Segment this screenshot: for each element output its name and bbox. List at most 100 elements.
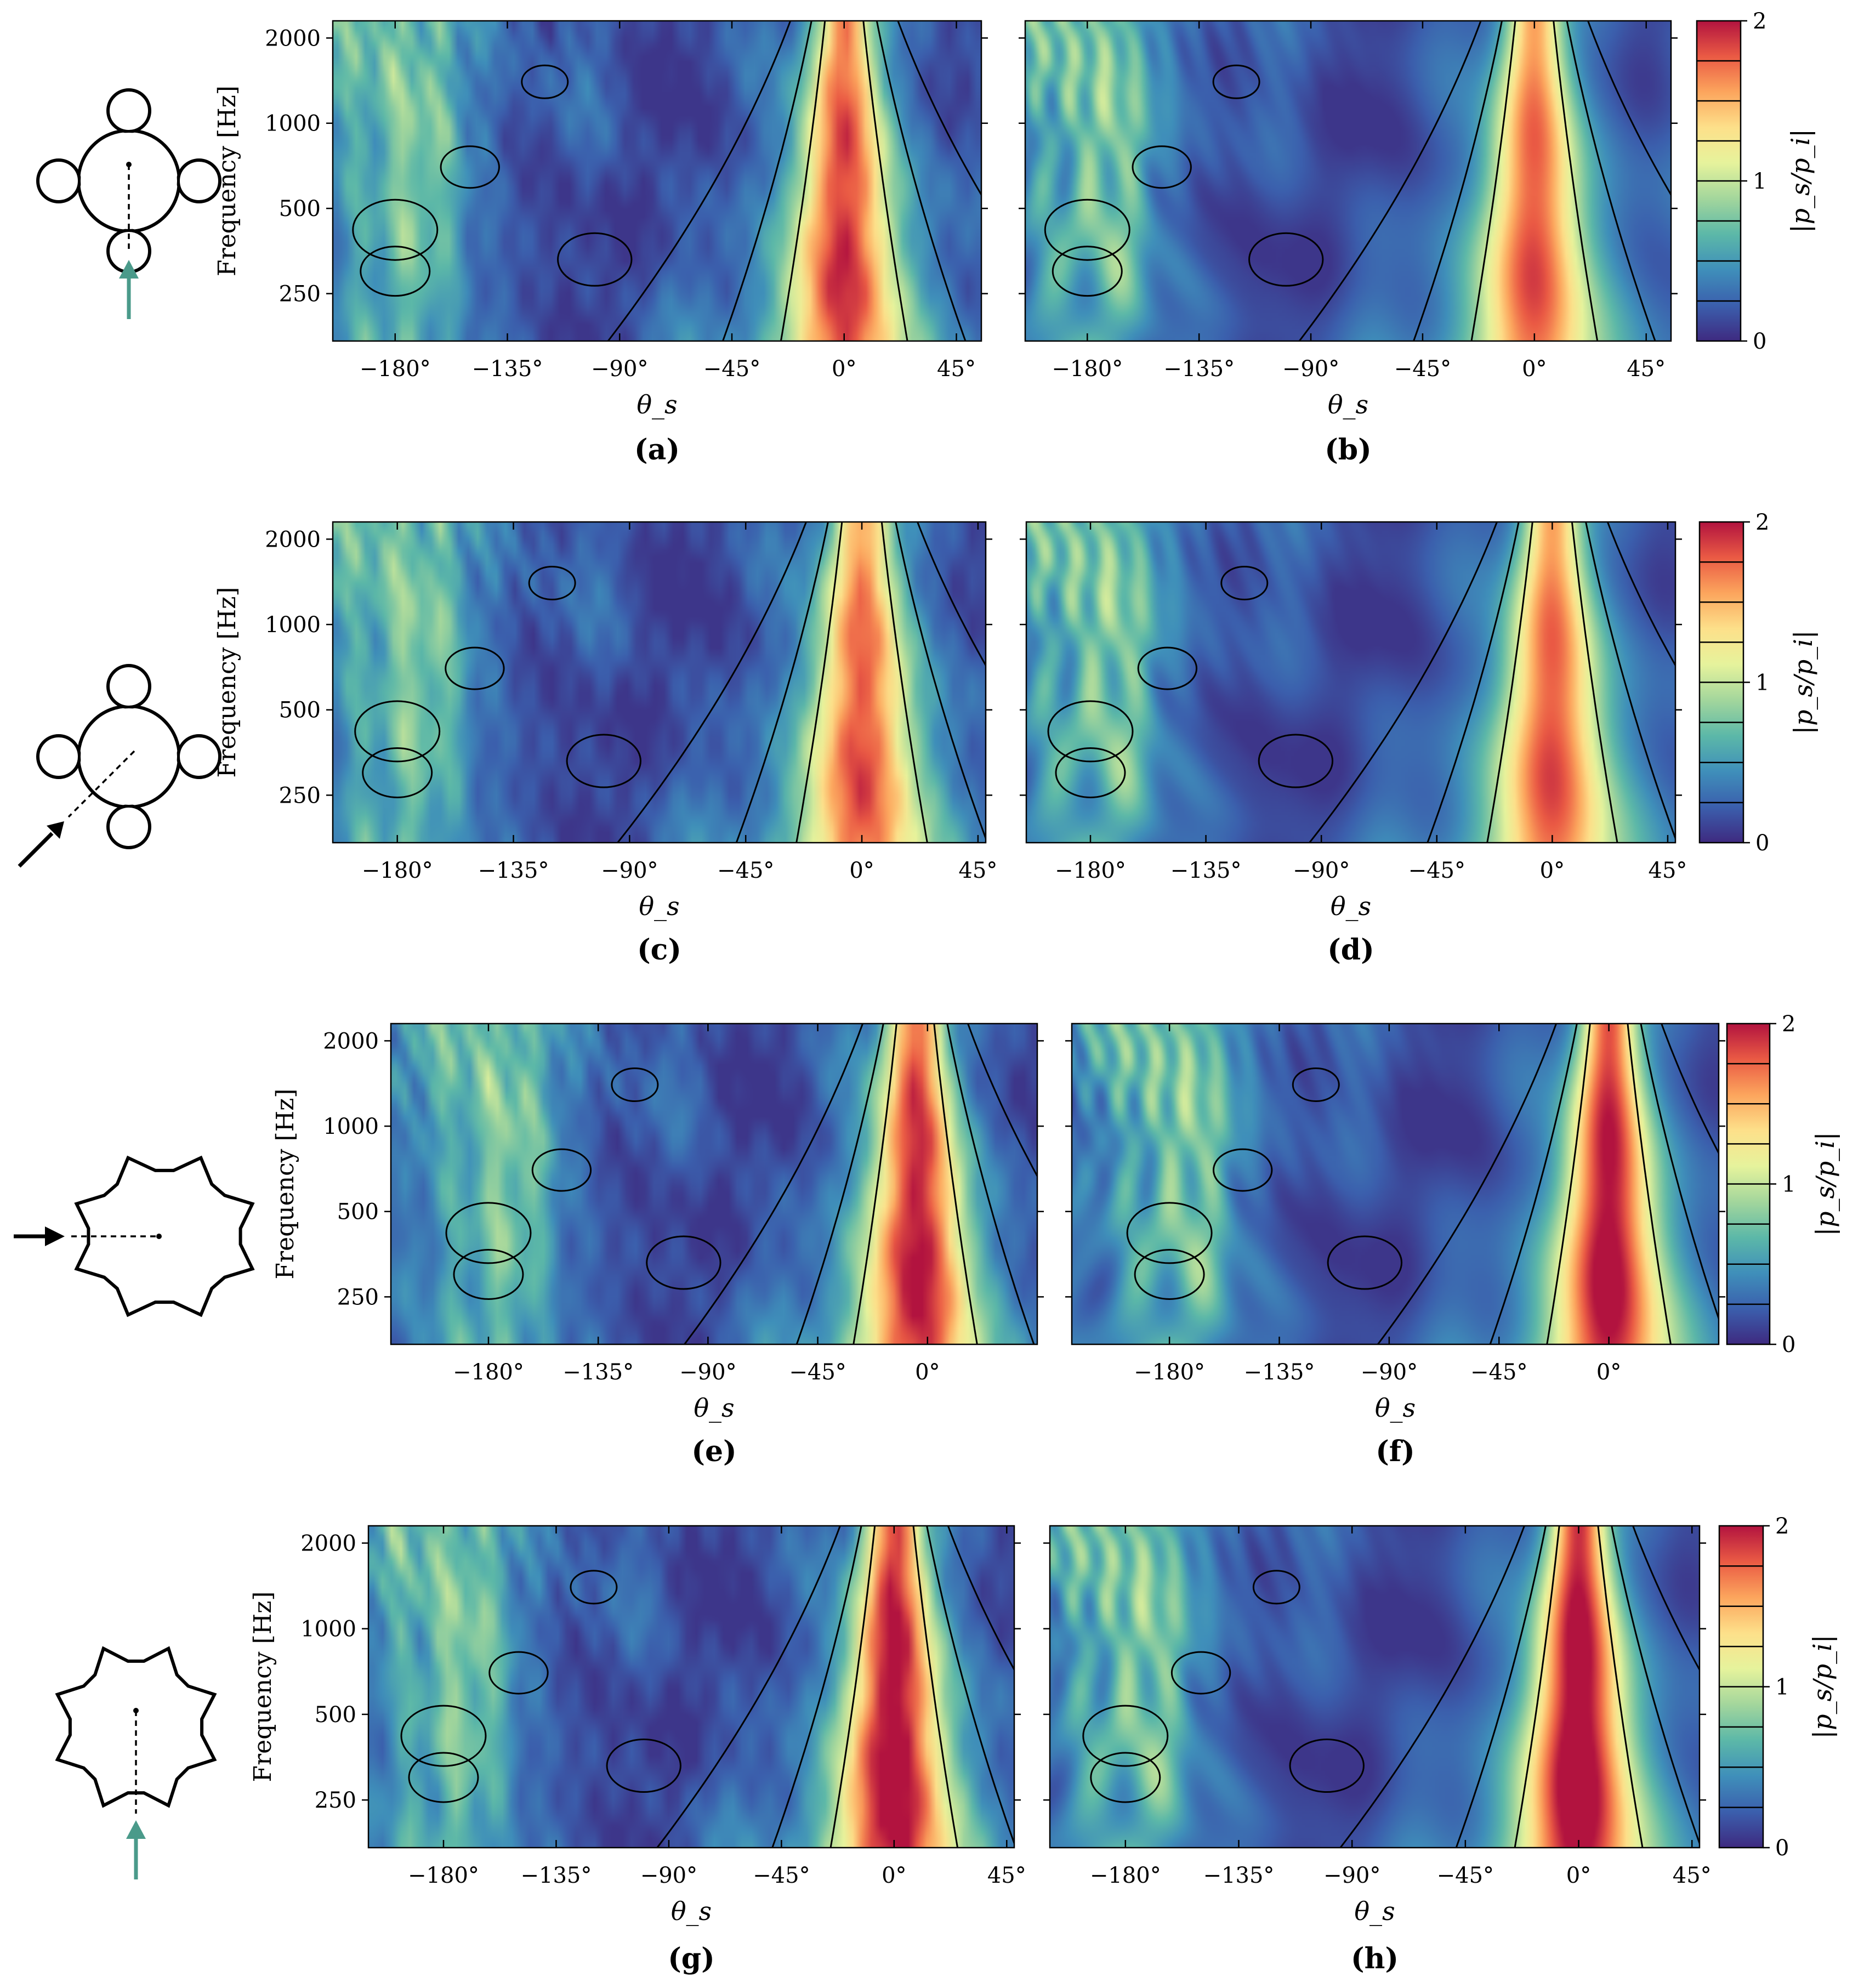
x-tick-label: −45° — [1470, 1360, 1527, 1385]
contour-line — [1571, 522, 1618, 843]
heatmap-image — [333, 522, 986, 843]
contour-blob — [1212, 1148, 1273, 1192]
contour-line — [967, 1024, 1037, 1178]
contour-blob — [1090, 1752, 1161, 1803]
contour-blob — [528, 565, 576, 600]
octagon-body — [55, 1646, 217, 1808]
colorbar-tick-label: 1 — [1755, 671, 1769, 696]
y-tick-label: 2000 — [265, 527, 321, 552]
contour-blob — [1292, 1067, 1340, 1102]
contour-line — [684, 1024, 864, 1344]
x-axis-label: θ_s — [1375, 1393, 1416, 1423]
y-tick-label: 1000 — [300, 1617, 356, 1642]
heatmap-image — [1025, 21, 1671, 341]
arrow-head — [45, 1226, 65, 1246]
colorbar-tick-label: 2 — [1775, 1514, 1789, 1539]
heatmap-panels: −180° −135° −90° −45° 0° 45° 2000 1000 500 250 θ_s… — [213, 20, 1725, 1975]
octagon-body — [74, 1155, 255, 1317]
contour-blob — [1212, 64, 1260, 99]
contour-line — [722, 21, 812, 341]
y-tick-label: 250 — [315, 1788, 356, 1813]
incident-arrow — [18, 821, 64, 868]
incident-arrow — [126, 1820, 146, 1879]
quatrefoil-fill — [81, 133, 177, 229]
contour-blob — [1047, 700, 1134, 763]
heatmap-panel: −180° −135° −90° −45° 0° θ_s — [1065, 1023, 1725, 1423]
contour-line — [1470, 21, 1516, 341]
x-tick-label: −180° — [408, 1863, 479, 1888]
y-tick-label: 250 — [337, 1285, 379, 1310]
center-dot — [126, 162, 132, 167]
x-tick-label: 0° — [1540, 858, 1565, 883]
quatrefoil-fill — [81, 708, 177, 805]
contour-blob — [570, 1570, 618, 1605]
colorbar: 0 1 2 |p_s/p_i| — [1698, 510, 1818, 856]
x-tick-label: −180° — [453, 1360, 524, 1385]
x-tick-label: −45° — [703, 356, 760, 382]
x-tick-label: −180° — [1055, 858, 1126, 883]
heatmap-image — [368, 1526, 1014, 1848]
heatmap-image — [1072, 1024, 1719, 1344]
contour-line — [780, 21, 826, 341]
axes-frame — [390, 1023, 1038, 1345]
x-tick-label: −135° — [472, 356, 543, 382]
x-tick-label: −45° — [1394, 356, 1451, 382]
arrow-head — [47, 821, 64, 839]
contour-lines — [400, 1526, 1014, 1848]
axes-frame — [1024, 20, 1672, 342]
heatmap-panel: −180° −135° −90° −45° 0° 2000 1000 500 250 θ_s Fre… — [271, 1023, 1044, 1423]
contour-lines — [1047, 522, 1675, 843]
contour-line — [1661, 1024, 1719, 1155]
panel-label: (a) — [634, 433, 680, 467]
contour-line — [656, 1526, 841, 1848]
contour-line — [1514, 1526, 1560, 1848]
y-tick-label: 1000 — [323, 1114, 379, 1139]
contour-blob — [440, 145, 500, 189]
contour-blob — [1126, 1202, 1213, 1264]
contour-lines — [1126, 1024, 1719, 1344]
panel-label: (d) — [1327, 933, 1374, 967]
contour-line — [1632, 1526, 1700, 1672]
y-axis-label: Frequency [Hz] — [249, 1592, 277, 1782]
contour-line — [1309, 522, 1498, 843]
x-tick-label: −45° — [789, 1360, 846, 1385]
x-tick-label: 0° — [832, 356, 856, 382]
contour-line — [1640, 1024, 1719, 1321]
contour-line — [1566, 21, 1656, 341]
heatmap-panel: −180° −135° −90° −45° 0° 45° θ_s — [1020, 521, 1687, 921]
contour-line — [1546, 1024, 1591, 1344]
contour-blob — [1327, 1235, 1403, 1290]
panel-label: (c) — [637, 933, 681, 967]
x-tick-label: 0° — [1596, 1360, 1621, 1385]
x-tick-label: 0° — [849, 858, 874, 883]
contour-line — [829, 1526, 876, 1848]
contour-line — [1553, 21, 1599, 341]
contour-blob — [1248, 232, 1324, 287]
x-axis-label: θ_s — [637, 390, 677, 419]
x-tick-label: −135° — [1244, 1360, 1315, 1385]
contour-line — [1413, 21, 1503, 341]
contour-line — [771, 1526, 862, 1848]
geometry-icon — [36, 664, 221, 849]
contour-line — [876, 21, 967, 341]
quatrefoil-lobe — [106, 88, 151, 133]
x-tick-label: −90° — [1293, 858, 1350, 883]
y-tick-label: 1000 — [265, 111, 321, 137]
y-axis-label: Frequency [Hz] — [271, 1089, 299, 1280]
colorbar-tick-label: 0 — [1775, 1836, 1789, 1861]
heatmap-panel: −180° −135° −90° −45° 0° 45° 2000 1000 500 250 θ_s… — [213, 521, 997, 921]
x-tick-label: −180° — [1134, 1360, 1205, 1385]
contour-line — [862, 21, 908, 341]
contour-line — [917, 522, 986, 667]
contour-blob — [445, 1202, 532, 1264]
x-tick-label: −45° — [753, 1863, 810, 1888]
contour-line — [1298, 21, 1482, 341]
heatmap-panel: −180° −135° −90° −45° 0° 45° 2000 1000 500 250 θ_s… — [213, 20, 988, 419]
x-tick-label: −90° — [640, 1863, 697, 1888]
axes-frame — [1071, 1023, 1720, 1345]
contour-blob — [611, 1067, 659, 1102]
x-tick-label: −90° — [679, 1360, 736, 1385]
y-axis-label: Frequency [Hz] — [213, 86, 241, 276]
x-tick-label: −135° — [1163, 356, 1235, 382]
incident-arrow — [119, 260, 139, 319]
